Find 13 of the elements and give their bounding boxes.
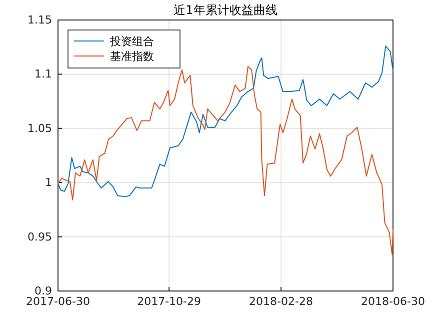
y-tick-label: 1.15 <box>28 14 52 27</box>
line-series <box>58 66 394 255</box>
line-series <box>58 46 394 198</box>
y-tick-label: 1.05 <box>28 122 52 135</box>
x-tick-label: 2018-06-30 <box>361 294 425 308</box>
y-tick-label: 1.1 <box>34 68 52 81</box>
x-tick-label: 2017-10-29 <box>137 294 202 308</box>
legend-label: 基准指数 <box>110 50 154 63</box>
legend-label: 投资组合 <box>109 35 154 48</box>
y-tick-label: 0.95 <box>28 230 52 244</box>
y-tick-label: 1 <box>45 176 52 190</box>
x-tick-label: 2018-02-28 <box>249 294 313 308</box>
chart-title: 近1年累计收益曲线 <box>174 3 278 17</box>
